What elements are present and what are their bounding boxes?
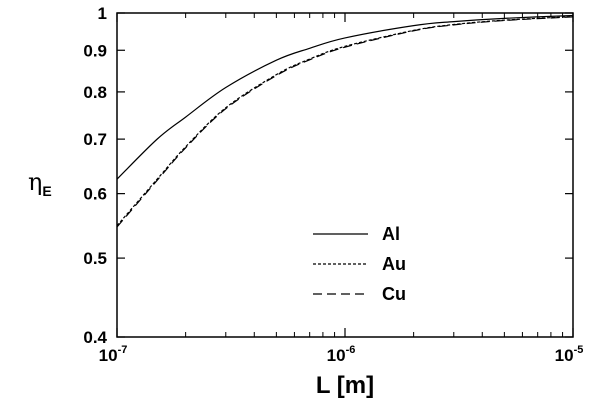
x-tick-label: 10-5 xyxy=(555,344,584,365)
series-lines xyxy=(116,14,574,228)
x-tick-label: 10-6 xyxy=(327,344,356,365)
y-axis-title-subscript: E xyxy=(42,183,51,199)
y-tick-label: 0.4 xyxy=(83,328,107,347)
x-tick-label-exponent: -6 xyxy=(346,344,356,356)
y-tick-label: 0.8 xyxy=(83,83,107,102)
plot-area-frame xyxy=(116,12,574,338)
x-tick-label-exponent: -7 xyxy=(118,344,128,356)
x-tick-label-base: 10 xyxy=(555,346,574,365)
x-tick-label-exponent: -5 xyxy=(574,344,584,356)
legend: Al Au Cu xyxy=(313,224,406,304)
x-tick-label: 10-7 xyxy=(99,344,128,365)
y-tick-label: 0.7 xyxy=(83,130,107,149)
series-line-au xyxy=(116,15,574,227)
y-tick-label: 0.9 xyxy=(83,41,107,60)
series-line-cu xyxy=(116,16,574,228)
legend-label-al: Al xyxy=(382,224,400,244)
y-tick-label: 0.5 xyxy=(83,249,107,268)
x-tick-label-base: 10 xyxy=(327,346,346,365)
series-line-al xyxy=(116,14,574,180)
y-tick-label: 1 xyxy=(98,4,107,23)
legend-label-au: Au xyxy=(382,254,406,274)
x-tick-label-base: 10 xyxy=(99,346,118,365)
y-axis-title: ηE xyxy=(28,168,52,199)
y-axis-title-symbol: η xyxy=(28,168,42,196)
legend-label-cu: Cu xyxy=(382,284,406,304)
y-tick-label: 0.6 xyxy=(83,185,107,204)
x-axis-title: L [m] xyxy=(316,372,374,399)
